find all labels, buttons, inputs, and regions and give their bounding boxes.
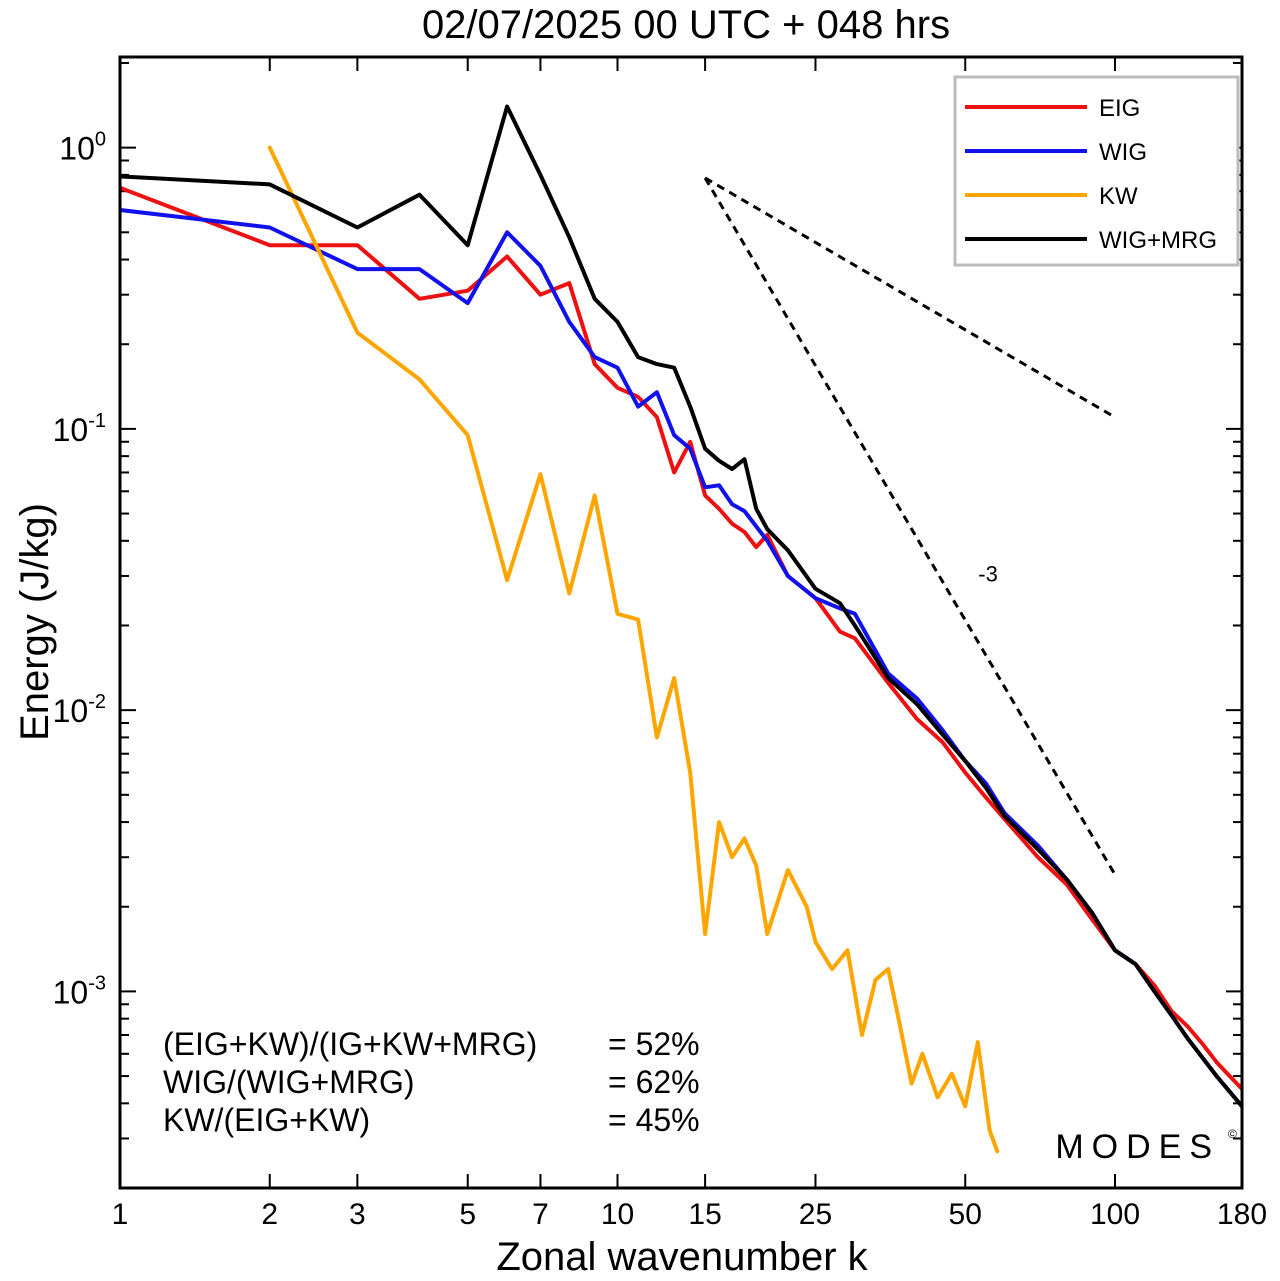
- x-tick-label: 2: [261, 1198, 278, 1231]
- y-tick-label: 10-3: [53, 972, 106, 1010]
- legend-label: EIG: [1099, 95, 1140, 122]
- series-line-eig: [120, 185, 1242, 1091]
- x-tick-label: 3: [349, 1198, 366, 1231]
- stat-label: WIG/(WIG+MRG): [163, 1064, 415, 1100]
- series-line-wig: [120, 208, 1242, 1109]
- chart-title: 02/07/2025 00 UTC + 048 hrs: [422, 3, 950, 47]
- y-axis-label: Energy (J/kg): [13, 503, 57, 741]
- stat-label: KW/(EIG+KW): [163, 1102, 370, 1138]
- x-tick-label: 180: [1217, 1198, 1267, 1231]
- legend-label: WIG: [1099, 139, 1147, 166]
- legend: EIG WIG KW WIG+MRG: [953, 75, 1240, 267]
- x-tick-label: 5: [459, 1198, 476, 1231]
- watermark-text: MODES: [1055, 1128, 1220, 1166]
- x-tick-label: 15: [688, 1198, 721, 1231]
- series-line-kw: [267, 145, 1000, 1154]
- x-axis-label: Zonal wavenumber k: [496, 1235, 868, 1279]
- y-tick-label: 10-1: [53, 410, 106, 448]
- series-line-wig-mrg: [120, 104, 1242, 1109]
- slope-line: [703, 177, 1117, 876]
- legend-label: WIG+MRG: [1099, 227, 1217, 254]
- x-tick-label: 25: [799, 1198, 832, 1231]
- stat-value: = 62%: [608, 1064, 700, 1100]
- slope-label: -3: [978, 561, 998, 586]
- stats-block: (EIG+KW)/(IG+KW+MRG) = 52% WIG/(WIG+MRG) = …: [163, 1026, 700, 1138]
- x-tick-label: 7: [532, 1198, 549, 1231]
- copyright-mark: ©: [1228, 1127, 1237, 1141]
- x-tick-label: 1: [112, 1198, 129, 1231]
- legend-label: KW: [1099, 183, 1138, 210]
- x-tick-label: 10: [601, 1198, 634, 1231]
- stat-label: (EIG+KW)/(IG+KW+MRG): [163, 1026, 537, 1062]
- stat-value: = 45%: [608, 1102, 700, 1138]
- plot-frame: [118, 55, 1244, 1190]
- x-tick-labels: 1 2 3 5 7 10 15 25 50 100 180: [112, 1198, 1267, 1231]
- series-lines: [120, 104, 1242, 1154]
- slope-line: [704, 176, 1116, 419]
- modes-watermark: MODES ©: [1055, 1127, 1237, 1166]
- y-tick-label: 10-2: [53, 691, 106, 729]
- stat-value: = 52%: [608, 1026, 700, 1062]
- x-tick-label: 50: [949, 1198, 982, 1231]
- y-tick-labels: 100 10-1 10-2 10-3: [53, 129, 106, 1011]
- x-tick-label: 100: [1090, 1198, 1140, 1231]
- y-tick-label: 100: [59, 129, 106, 167]
